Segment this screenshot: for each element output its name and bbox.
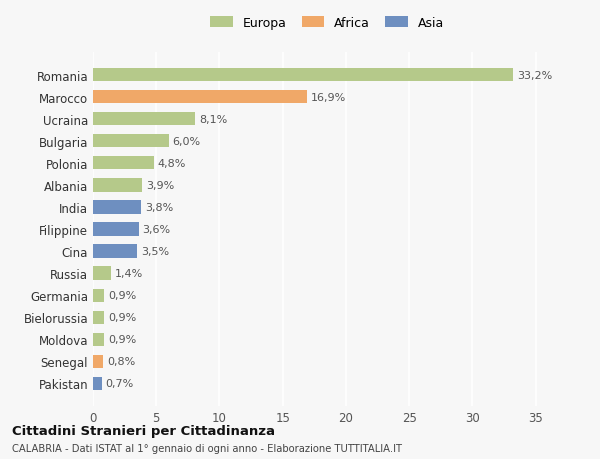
Bar	[93, 69, 513, 82]
Text: 8,1%: 8,1%	[199, 114, 227, 124]
Bar	[93, 91, 307, 104]
Bar	[93, 355, 103, 368]
Text: 0,9%: 0,9%	[108, 313, 136, 323]
Bar	[93, 289, 104, 302]
Text: 33,2%: 33,2%	[517, 71, 552, 80]
Text: Cittadini Stranieri per Cittadinanza: Cittadini Stranieri per Cittadinanza	[12, 424, 275, 437]
Legend: Europa, Africa, Asia: Europa, Africa, Asia	[206, 13, 448, 34]
Bar	[93, 113, 196, 126]
Bar	[93, 157, 154, 170]
Text: CALABRIA - Dati ISTAT al 1° gennaio di ogni anno - Elaborazione TUTTITALIA.IT: CALABRIA - Dati ISTAT al 1° gennaio di o…	[12, 443, 402, 453]
Text: 16,9%: 16,9%	[311, 92, 346, 102]
Text: 1,4%: 1,4%	[115, 269, 143, 279]
Text: 0,8%: 0,8%	[107, 357, 135, 367]
Bar	[93, 135, 169, 148]
Bar	[93, 311, 104, 324]
Text: 0,9%: 0,9%	[108, 335, 136, 345]
Text: 3,6%: 3,6%	[142, 224, 170, 235]
Bar	[93, 201, 141, 214]
Bar	[93, 179, 142, 192]
Text: 6,0%: 6,0%	[173, 136, 201, 146]
Bar	[93, 223, 139, 236]
Text: 3,8%: 3,8%	[145, 202, 173, 213]
Text: 0,7%: 0,7%	[106, 379, 134, 388]
Bar	[93, 377, 102, 390]
Bar	[93, 267, 111, 280]
Text: 4,8%: 4,8%	[158, 158, 186, 168]
Text: 3,5%: 3,5%	[141, 246, 169, 257]
Text: 0,9%: 0,9%	[108, 291, 136, 301]
Bar	[93, 245, 137, 258]
Text: 3,9%: 3,9%	[146, 180, 175, 190]
Bar	[93, 333, 104, 346]
